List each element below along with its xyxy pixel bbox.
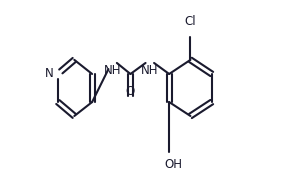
Text: Cl: Cl — [185, 15, 196, 28]
Text: NH: NH — [141, 64, 159, 77]
Text: N: N — [45, 67, 54, 81]
Text: OH: OH — [164, 158, 182, 171]
Text: O: O — [126, 85, 135, 98]
Text: NH: NH — [104, 64, 122, 77]
